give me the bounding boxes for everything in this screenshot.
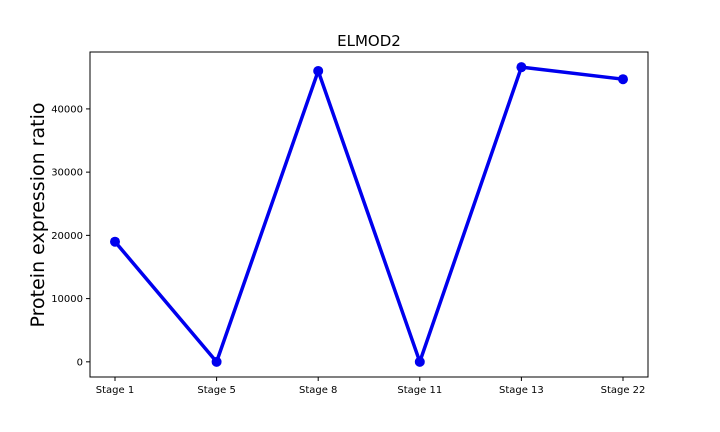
series-line xyxy=(113,65,624,364)
y-tick-label: 20000 xyxy=(51,231,83,242)
y-tick-label: 40000 xyxy=(51,104,83,115)
x-tick-label: Stage 8 xyxy=(299,385,337,396)
x-tick-label: Stage 22 xyxy=(601,385,646,396)
y-tick-label: 10000 xyxy=(51,294,83,305)
x-axis: Stage 1 Stage 5 Stage 8 Stage 11 Stage 13 Sta… xyxy=(96,377,646,396)
data-point xyxy=(516,62,527,73)
y-axis: 0 10000 20000 30000 40000 xyxy=(51,104,90,368)
data-point xyxy=(618,74,628,85)
chart-title: ELMOD2 xyxy=(337,32,401,50)
x-tick-label: Stage 5 xyxy=(197,385,235,396)
x-tick-label: Stage 1 xyxy=(96,385,134,396)
x-tick-label: Stage 13 xyxy=(499,385,544,396)
plot-area-frame xyxy=(89,51,649,378)
data-point xyxy=(414,356,425,367)
data-point xyxy=(313,65,324,76)
x-tick-label: Stage 11 xyxy=(397,385,442,396)
data-point xyxy=(110,236,120,247)
y-tick-label: 0 xyxy=(77,357,83,368)
y-axis-label: Protein expression ratio xyxy=(27,103,49,328)
series-layer xyxy=(110,62,628,367)
data-point xyxy=(211,356,222,367)
y-tick-label: 30000 xyxy=(51,168,83,179)
